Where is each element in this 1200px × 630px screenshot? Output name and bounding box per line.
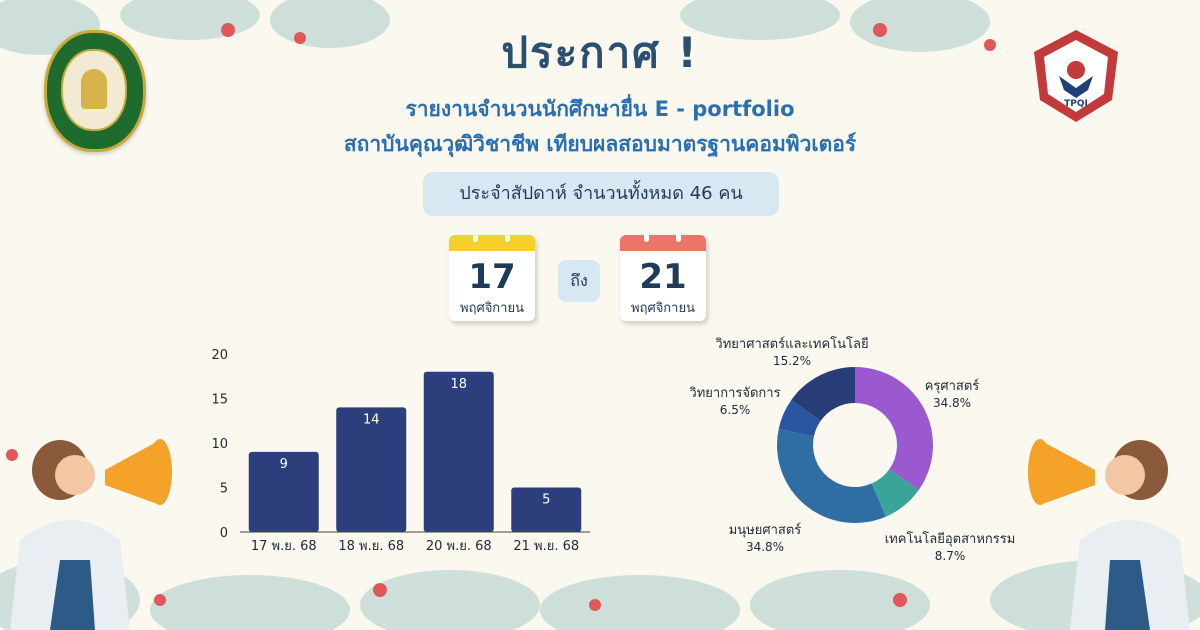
start-date-calendar-icon: 17 พฤศจิกายน <box>449 235 535 321</box>
slice-percent-label: 34.8% <box>933 396 971 410</box>
tpqi-logo: TPQI <box>1034 30 1118 122</box>
faculty-share-donut-chart: ครุศาสตร์ 34.8% เทคโนโลยีอุตสาหกรรม 8.7% มนุ… <box>689 336 1016 563</box>
slice-label: วิทยาการจัดการ <box>689 386 781 401</box>
donut-slice <box>777 428 886 523</box>
donut-slice <box>871 469 919 517</box>
bar-value-label: 14 <box>363 412 380 427</box>
slice-percent-label: 34.8% <box>746 540 784 554</box>
bar <box>248 451 319 532</box>
slice-label: มนุษยศาสตร์ <box>729 522 802 538</box>
end-date-calendar-icon: 21 พฤศจิกายน <box>620 235 706 321</box>
donut-slice <box>778 399 821 437</box>
bar <box>336 407 407 532</box>
bar-value-label: 9 <box>280 457 288 472</box>
y-tick-label: 0 <box>220 526 228 541</box>
bar <box>511 487 582 532</box>
slice-label: ครุศาสตร์ <box>925 378 980 394</box>
y-tick-label: 20 <box>211 348 228 363</box>
bar <box>423 371 494 532</box>
x-tick-label: 20 พ.ย. 68 <box>426 539 492 554</box>
slice-percent-label: 6.5% <box>720 403 751 417</box>
date-separator: ถึง <box>558 260 600 302</box>
donut-slice <box>855 367 933 491</box>
subtitle-line-1: รายงานจำนวนนักศึกษายื่น E - portfolio <box>405 97 795 121</box>
slice-label: วิทยาศาสตร์และเทคโนโลยี <box>715 336 869 352</box>
page-title: ประกาศ ! <box>501 28 699 77</box>
bar-value-label: 5 <box>542 493 550 508</box>
end-day: 21 <box>639 257 687 297</box>
bar-value-label: 18 <box>450 377 467 392</box>
end-month: พฤศจิกายน <box>631 301 695 316</box>
slice-label: เทคโนโลยีอุตสาหกรรม <box>885 531 1016 547</box>
weekly-summary-badge: ประจำสัปดาห์ จำนวนทั้งหมด 46 คน <box>423 172 779 216</box>
start-month: พฤศจิกายน <box>460 301 524 316</box>
x-tick-label: 17 พ.ย. 68 <box>251 539 317 554</box>
y-tick-label: 5 <box>220 482 228 497</box>
start-day: 17 <box>468 257 516 297</box>
y-tick-label: 10 <box>211 437 228 452</box>
x-tick-label: 18 พ.ย. 68 <box>338 539 404 554</box>
university-logo <box>44 30 146 152</box>
slice-percent-label: 15.2% <box>773 354 811 368</box>
y-tick-label: 15 <box>211 393 228 408</box>
x-tick-label: 21 พ.ย. 68 <box>513 539 579 554</box>
subtitle-line-2: สถาบันคุณวุฒิวิชาชีพ เทียบผลสอบมาตรฐานคอ… <box>343 132 857 156</box>
daily-submissions-bar-chart: 0 5 10 15 20 9 17 พ.ย. 68 14 18 พ.ย. 68 18 20 พ.ย.… <box>211 348 590 554</box>
slice-percent-label: 8.7% <box>935 549 966 563</box>
donut-slice <box>791 367 855 421</box>
tpqi-logo-text: TPQI <box>1064 99 1088 109</box>
